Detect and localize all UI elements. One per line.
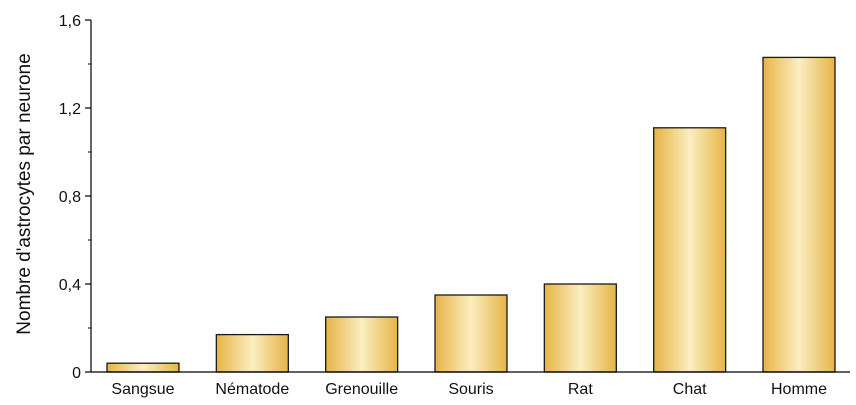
bar-sangsue xyxy=(106,362,180,373)
y-tick-label: 1,6 xyxy=(59,13,81,30)
bars-layer xyxy=(106,56,836,373)
y-axis-title: Nombre d'astrocytes par neurone xyxy=(14,53,35,334)
y-axis-ticks: 0 0,4 0,8 1,2 1,6 xyxy=(59,13,91,382)
bar-grenouille xyxy=(325,316,399,373)
x-tick-label: Nématode xyxy=(215,381,289,398)
bar-chat xyxy=(653,127,727,373)
x-tick-label: Chat xyxy=(673,381,707,398)
bar-rat xyxy=(543,283,617,373)
x-tick-label: Grenouille xyxy=(325,381,398,398)
bar-homme xyxy=(762,56,836,373)
x-tick-label: Sangsue xyxy=(111,381,174,398)
x-tick-label: Homme xyxy=(771,381,827,398)
x-axis-labels: Sangsue Nématode Grenouille Souris Rat Chat Ho… xyxy=(111,381,827,398)
y-tick-label: 0,4 xyxy=(59,277,81,294)
bar-nématode xyxy=(215,333,289,373)
x-tick-label: Rat xyxy=(568,381,593,398)
x-tick-label: Souris xyxy=(448,381,493,398)
y-tick-label: 1,2 xyxy=(59,101,81,118)
y-tick-label: 0 xyxy=(72,365,81,382)
bar-souris xyxy=(434,294,508,373)
y-tick-label: 0,8 xyxy=(59,189,81,206)
